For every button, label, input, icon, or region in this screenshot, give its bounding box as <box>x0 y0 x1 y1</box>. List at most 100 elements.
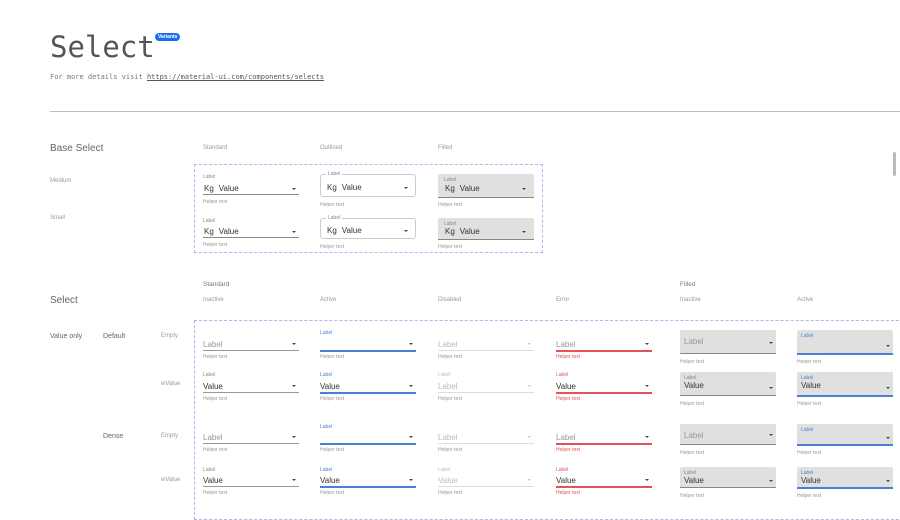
field-label: Label <box>556 467 569 473</box>
chevron-down-icon <box>522 231 526 233</box>
select-filled[interactable]: Label Kg Value Helper text <box>438 174 534 208</box>
field-placeholder: Label <box>438 433 458 442</box>
helper-text: Helper text <box>203 396 228 402</box>
helper-text: Helper text <box>203 242 228 248</box>
chevron-down-icon <box>404 230 408 232</box>
select-active-standard[interactable]: Label Helper text <box>320 424 416 454</box>
chevron-down-icon <box>292 231 296 233</box>
select-error-standard[interactable]: Label Helper text <box>556 330 652 360</box>
page-subtitle: For more details visit https://material-… <box>50 73 324 81</box>
select-inactive-standard[interactable]: Label Helper text <box>203 424 299 454</box>
select-inactive-standard[interactable]: Label Value Helper text <box>203 372 299 402</box>
group-header: Standard <box>203 281 230 288</box>
field-value-row: Kg Value <box>445 184 480 193</box>
select-active-filled[interactable]: Label Helper text <box>797 330 893 365</box>
scrollbar-thumb[interactable] <box>893 152 896 176</box>
chevron-down-icon <box>886 344 890 347</box>
row-subgroup: Dense <box>103 433 124 440</box>
select-outlined[interactable]: Label Kg Value Helper text <box>320 215 416 250</box>
field-placeholder: Label <box>684 337 704 346</box>
helper-text: Helper text <box>438 244 463 250</box>
select-error-standard[interactable]: Label Value Helper text <box>556 467 652 497</box>
base-variants-frame <box>194 164 543 253</box>
field-label: Label <box>203 372 216 378</box>
unit-prefix: Kg <box>327 226 337 235</box>
helper-text: Helper text <box>438 490 463 496</box>
select-outlined[interactable]: Label Kg Value Helper text <box>320 171 416 208</box>
row-header: wValue <box>161 477 181 483</box>
select-inactive-filled[interactable]: Label Helper text <box>680 424 776 456</box>
field-label: Label <box>203 218 216 224</box>
column-header: Outlined <box>320 145 343 151</box>
select-error-standard[interactable]: Label Value Helper text <box>556 372 652 402</box>
field-placeholder: Label <box>556 340 576 349</box>
helper-text: Helper text <box>680 359 705 365</box>
field-label: Label <box>203 174 216 180</box>
select-active-filled[interactable]: Label Value Helper text <box>797 372 893 407</box>
divider <box>50 111 900 112</box>
field-value-row: Kg Value <box>445 227 480 236</box>
select-inactive-filled[interactable]: Label Value Helper text <box>680 467 776 499</box>
select-active-standard[interactable]: Label Helper text <box>320 330 416 360</box>
underline <box>203 486 299 487</box>
helper-text: Helper text <box>556 354 581 360</box>
helper-text: Helper text <box>556 447 581 453</box>
field-value: Value <box>341 183 362 192</box>
select-active-standard[interactable]: Label Value Helper text <box>320 467 416 497</box>
field-value: Value <box>556 382 576 391</box>
select-error-standard[interactable]: Label Helper text <box>556 424 652 454</box>
field-value: Value <box>320 476 340 485</box>
unit-prefix: Kg <box>445 227 455 236</box>
filled-background <box>680 330 776 353</box>
select-active-standard[interactable]: Label Value Helper text <box>320 372 416 402</box>
select-standard[interactable]: Label Kg Value Helper text <box>203 174 299 205</box>
select-inactive-standard[interactable]: Label Value Helper text <box>203 467 299 497</box>
docs-link[interactable]: https://material-ui.com/components/selec… <box>146 73 324 81</box>
select-disabled-standard: Label Label Helper text <box>438 372 534 402</box>
underline <box>797 353 893 355</box>
underline <box>320 392 416 394</box>
column-header: Active <box>320 297 337 303</box>
page-title: Select <box>50 30 155 64</box>
underline <box>438 392 534 393</box>
field-value: Value <box>801 476 821 485</box>
select-inactive-filled[interactable]: Label Helper text <box>680 330 776 365</box>
column-header: Disabled <box>438 297 462 303</box>
column-header: Error <box>556 297 570 303</box>
select-active-filled[interactable]: Label Helper text <box>797 424 893 456</box>
select-active-filled[interactable]: Label Value Helper text <box>797 467 893 499</box>
underline <box>438 443 534 444</box>
filled-background <box>797 330 893 353</box>
field-label: Label <box>801 333 814 339</box>
helper-text: Helper text <box>797 359 822 365</box>
field-label: Label <box>556 372 569 378</box>
helper-text: Helper text <box>320 447 345 453</box>
unit-prefix: Kg <box>204 184 214 193</box>
field-value-row: Kg Value <box>204 184 239 193</box>
helper-text: Helper text <box>680 450 705 456</box>
section-title-base: Base Select <box>50 143 104 154</box>
helper-text: Helper text <box>320 354 345 360</box>
field-label: Label <box>444 177 457 183</box>
select-standard[interactable]: Label Kg Value Helper text <box>203 218 299 248</box>
select-filled[interactable]: Label Kg Value Helper text <box>438 218 534 250</box>
chevron-down-icon <box>886 480 890 482</box>
field-value: Value <box>203 382 223 391</box>
field-label: Label <box>320 330 333 336</box>
select-inactive-filled[interactable]: Label Value Helper text <box>680 372 776 407</box>
filled-background <box>797 372 893 395</box>
field-value-row: Kg Value <box>204 227 239 236</box>
chevron-down-icon <box>645 436 649 438</box>
chevron-down-icon <box>292 436 296 438</box>
field-label: Label <box>203 467 216 473</box>
field-placeholder: Label <box>203 340 223 349</box>
chevron-down-icon <box>292 385 296 387</box>
chevron-down-icon <box>292 479 296 481</box>
chevron-down-icon <box>527 479 531 481</box>
chevron-down-icon <box>886 386 890 389</box>
chevron-down-icon <box>769 386 773 389</box>
select-inactive-standard[interactable]: Label Helper text <box>203 330 299 360</box>
field-label: Label <box>326 215 343 221</box>
chevron-down-icon <box>645 385 649 387</box>
select-disabled-standard: Label Value Helper text <box>438 467 534 497</box>
